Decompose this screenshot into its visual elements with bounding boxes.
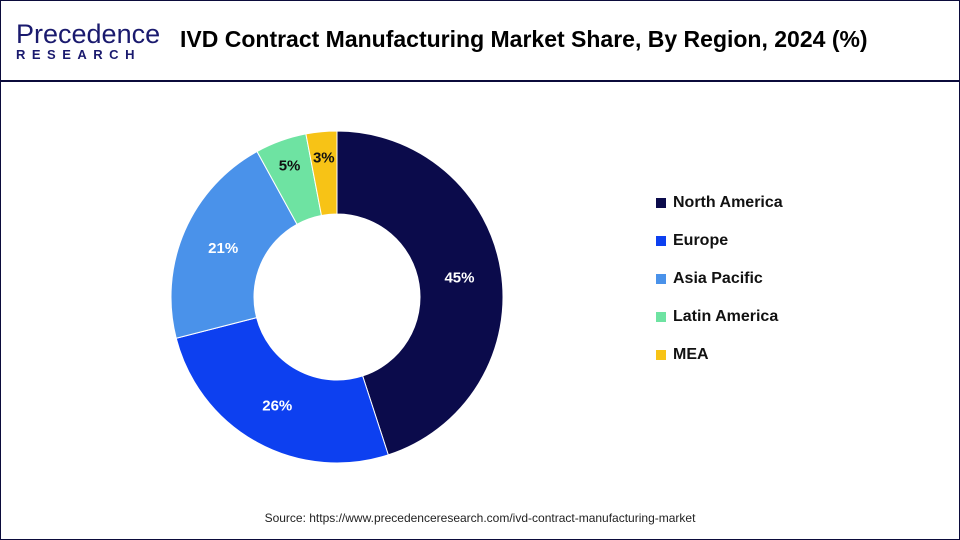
data-label-north-america: 45% — [444, 270, 474, 287]
data-label-mea: 3% — [313, 150, 335, 167]
slice-asia-pacific — [170, 150, 298, 339]
logo: Precedence RESEARCH — [16, 19, 161, 65]
legend-item: Europe — [656, 213, 783, 269]
legend-swatch — [656, 198, 666, 208]
data-label-europe: 26% — [262, 398, 292, 415]
slice-north-america — [336, 130, 504, 456]
legend-item: Latin America — [656, 289, 783, 345]
legend-swatch — [656, 274, 666, 284]
source-text: Source: https://www.precedenceresearch.c… — [264, 511, 696, 525]
legend-item: MEA — [656, 327, 783, 383]
legend-label: North America — [673, 194, 783, 211]
legend-swatch — [656, 350, 666, 360]
header: Precedence RESEARCH IVD Contract Manufac… — [0, 0, 960, 82]
legend-item: North America — [656, 175, 783, 231]
data-label-asia-pacific: 21% — [208, 240, 238, 257]
slice-europe — [175, 317, 389, 464]
legend-label: Europe — [673, 232, 729, 249]
data-label-latin-america: 5% — [279, 157, 301, 174]
logo-bottom-text: RESEARCH — [16, 47, 141, 62]
chart-title: IVD Contract Manufacturing Market Share,… — [180, 26, 868, 52]
legend-label: MEA — [673, 346, 709, 363]
donut-chart: 45% 26% 21% 5% 3% — [170, 130, 504, 464]
legend: North America Europe Asia Pacific Latin Ame… — [656, 175, 783, 383]
logo-top-text: Precedence — [16, 19, 161, 49]
slice-mea — [305, 130, 338, 217]
legend-swatch — [656, 236, 666, 246]
legend-swatch — [656, 312, 666, 322]
legend-item: Asia Pacific — [656, 251, 783, 307]
legend-label: Latin America — [673, 308, 779, 325]
legend-label: Asia Pacific — [673, 270, 763, 287]
